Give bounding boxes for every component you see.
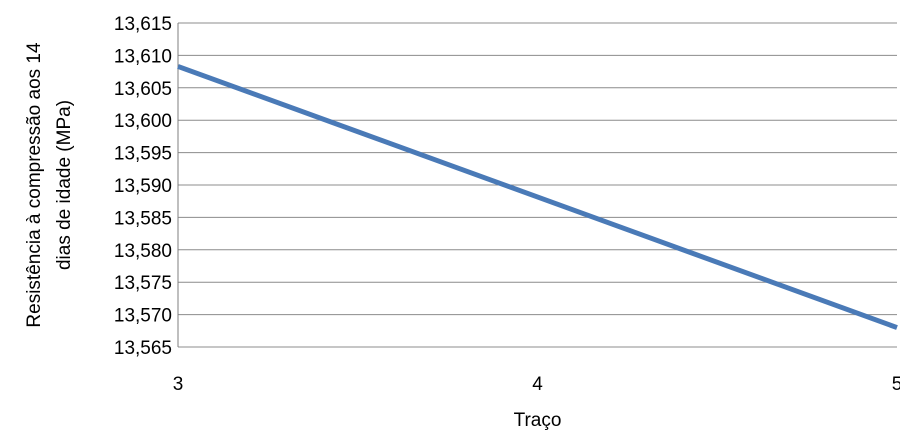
x-tick-label: 3 [173, 374, 184, 395]
y-axis-title-line: dias de idade (MPa) [54, 100, 75, 270]
x-axis-title: Traço [514, 410, 562, 431]
gridlines [178, 22, 897, 348]
x-tick-label: 4 [532, 374, 543, 395]
y-tick-label: 13,580 [114, 241, 172, 262]
y-tick-label: 13,605 [114, 79, 172, 100]
x-tick-labels: 3 4 5 [173, 374, 900, 395]
y-axis-title: Resistência à compressão aos 14 dias de i… [24, 42, 75, 328]
y-tick-label: 13,615 [114, 14, 172, 35]
y-tick-labels: 13,565 13,570 13,575 13,580 13,585 13,590 13,5… [114, 14, 172, 359]
y-tick-label: 13,575 [114, 273, 172, 294]
y-tick-label: 13,600 [114, 111, 172, 132]
y-tick-label: 13,585 [114, 208, 172, 229]
series-line [177, 64, 898, 330]
y-tick-label: 13,570 [114, 306, 172, 327]
y-tick-label: 13,595 [114, 144, 172, 165]
y-tick-label: 13,610 [114, 46, 172, 67]
x-tick-label: 5 [892, 374, 900, 395]
y-tick-label: 13,590 [114, 176, 172, 197]
y-tick-label: 13,565 [114, 338, 172, 359]
y-axis-title-line: Resistência à compressão aos 14 [24, 42, 45, 328]
